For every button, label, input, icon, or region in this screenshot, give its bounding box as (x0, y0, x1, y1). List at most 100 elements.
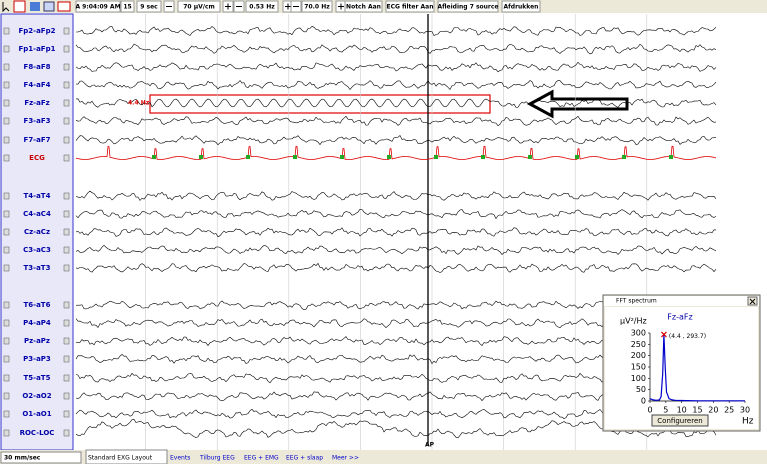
toolbar-box (177, 0, 221, 13)
toolbar-box (120, 0, 135, 13)
channel-label: T5-aT5 (24, 374, 51, 382)
tab[interactable]: Meer >> (332, 455, 359, 462)
channel-label: ROC-LOC (20, 429, 55, 437)
x-tick-label: 25 (724, 406, 734, 415)
channel-box[interactable] (63, 63, 70, 71)
toolbar-box[interactable] (385, 0, 435, 13)
channel-box[interactable] (63, 410, 70, 418)
channel-box[interactable] (3, 81, 10, 89)
x-axis-label: Hz (742, 417, 754, 427)
y-tick-label: 150 (631, 363, 646, 372)
channel-box[interactable] (63, 45, 70, 53)
channel-box[interactable] (3, 355, 10, 363)
window-icon[interactable] (43, 1, 55, 12)
toolbar-box (75, 0, 121, 13)
channel-box[interactable] (63, 81, 70, 89)
x-tick-label: 10 (677, 406, 687, 415)
toolbar-box (245, 0, 279, 13)
channel-box[interactable] (63, 337, 70, 345)
toolbar-button: Afleiding 7 source (437, 4, 498, 11)
channel-box[interactable] (3, 210, 10, 218)
channel-label: Fp2-aFp2 (19, 27, 56, 35)
x-tick-label: 20 (708, 406, 718, 415)
tab[interactable]: Standard EXG Layout (88, 455, 153, 462)
y-tick-label: 300 (631, 329, 646, 338)
channel-box[interactable] (3, 99, 10, 107)
channel-box[interactable] (63, 192, 70, 200)
spectrum-line (649, 334, 745, 402)
r-peak-marker (340, 155, 344, 159)
channel-box[interactable] (3, 45, 10, 53)
channel-box[interactable] (3, 429, 10, 437)
channel-box[interactable] (63, 319, 70, 327)
channel-label: T4-aT4 (24, 192, 51, 200)
tab-bar (0, 450, 767, 464)
toolbar-box[interactable] (437, 0, 499, 13)
grid-icon[interactable] (57, 1, 71, 12)
fft-titlebar (604, 296, 759, 306)
highlight-box (149, 94, 491, 114)
x-tick-label: 15 (692, 406, 702, 415)
ecg-trace (75, 145, 717, 160)
tab[interactable]: Tilburg EEG (199, 455, 235, 462)
channel-box[interactable] (3, 410, 10, 418)
speed-label: 30 mm/sec (4, 455, 41, 462)
tab[interactable]: Events (170, 455, 190, 462)
toolbar-field: A 9:04:09 AM (75, 4, 120, 11)
channel-box[interactable] (63, 117, 70, 125)
eeg-trace (75, 98, 717, 108)
channel-box[interactable] (3, 301, 10, 309)
channel-box[interactable] (3, 319, 10, 327)
y-tick-label: 50 (636, 385, 646, 394)
channel-box[interactable] (3, 154, 10, 162)
channel-box[interactable] (3, 392, 10, 400)
eeg-trace (75, 262, 717, 274)
channel-box[interactable] (3, 192, 10, 200)
channel-box[interactable] (63, 228, 70, 236)
pointer-icon[interactable] (2, 2, 10, 13)
configure-button[interactable] (651, 414, 709, 427)
event-marker: AP (425, 442, 435, 449)
eeg-trace (75, 61, 717, 73)
channel-box[interactable] (3, 264, 10, 272)
folder-icon[interactable] (30, 2, 40, 11)
tab[interactable]: EEG + EMG (244, 455, 279, 462)
toolbar-box (301, 0, 333, 13)
channel-box[interactable] (63, 392, 70, 400)
toolbar-icons (2, 0, 71, 13)
channel-box[interactable] (3, 136, 10, 144)
toolbar-box[interactable] (344, 0, 383, 13)
channel-box[interactable] (63, 210, 70, 218)
channel-label: T3-aT3 (24, 264, 51, 272)
channel-box[interactable] (63, 301, 70, 309)
channel-box[interactable] (63, 99, 70, 107)
channel-box[interactable] (3, 374, 10, 382)
tab[interactable]: EEG + slaap (286, 455, 323, 462)
channel-box[interactable] (3, 337, 10, 345)
chart-title: Fz-aFz (667, 313, 692, 322)
channel-box[interactable] (3, 63, 10, 71)
y-tick-label: 0 (641, 397, 646, 406)
channel-box[interactable] (3, 228, 10, 236)
channel-box[interactable] (63, 355, 70, 363)
channel-box[interactable] (63, 374, 70, 382)
toolbar-button: Afdrukken (504, 4, 539, 11)
channel-box[interactable] (63, 264, 70, 272)
channel-box[interactable] (63, 154, 70, 162)
channel-box[interactable] (3, 246, 10, 254)
channel-box[interactable] (63, 246, 70, 254)
channel-box[interactable] (63, 27, 70, 35)
channel-box[interactable] (3, 117, 10, 125)
channel-label: C4-aC4 (23, 210, 51, 218)
toolbar-plus (338, 3, 344, 10)
ecg-icon[interactable] (13, 0, 26, 13)
channel-box[interactable] (63, 136, 70, 144)
eeg-trace (75, 244, 717, 255)
channel-box[interactable] (63, 429, 70, 437)
configure-label: Configureren (657, 417, 702, 425)
channel-panel (0, 13, 74, 451)
r-peak-marker (528, 155, 532, 159)
channel-box[interactable] (3, 27, 10, 35)
r-peak-marker (152, 155, 156, 159)
toolbar-box[interactable] (501, 0, 541, 13)
